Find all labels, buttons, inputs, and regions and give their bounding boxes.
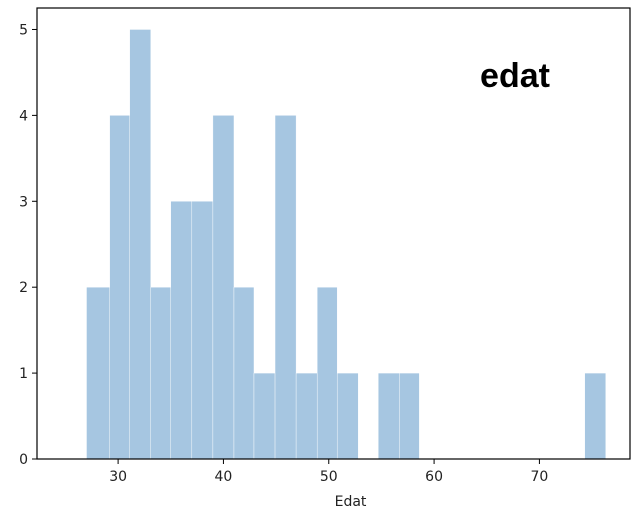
x-axis-label: Edat	[335, 494, 367, 510]
histogram-bar	[253, 372, 276, 460]
histogram-bar	[584, 372, 606, 460]
x-tick-label: 30	[109, 469, 127, 485]
y-tick-label: 2	[19, 280, 28, 296]
x-tick-label: 40	[215, 469, 233, 485]
histogram-bar	[399, 372, 420, 460]
y-tick-label: 4	[19, 108, 28, 124]
histogram-bar	[274, 115, 297, 460]
histogram-bar	[212, 115, 235, 460]
y-tick-label: 1	[19, 366, 28, 382]
histogram-bar	[86, 286, 110, 460]
y-axis-ticks: 0 1 2 3 4 5	[19, 22, 37, 468]
histogram-bar	[378, 372, 400, 460]
histogram-bar	[109, 115, 130, 460]
histogram-bar	[191, 201, 214, 460]
y-tick-label: 5	[19, 22, 28, 38]
histogram-bar	[295, 372, 318, 460]
y-tick-label: 3	[19, 194, 28, 210]
bars-group	[86, 29, 606, 460]
histogram-bar	[150, 286, 171, 460]
x-axis-ticks: 30 40 50 60 70	[109, 459, 548, 485]
histogram-bar	[336, 372, 359, 460]
chart-annotation: edat	[480, 57, 550, 95]
x-tick-label: 50	[320, 469, 338, 485]
histogram-bar	[316, 286, 338, 460]
y-tick-label: 0	[19, 452, 28, 468]
x-tick-label: 70	[531, 469, 549, 485]
plot-frame	[36, 7, 631, 460]
histogram-bar	[129, 29, 151, 460]
histogram-bar	[170, 201, 193, 460]
x-tick-label: 60	[425, 469, 443, 485]
histogram-bar	[233, 286, 255, 460]
